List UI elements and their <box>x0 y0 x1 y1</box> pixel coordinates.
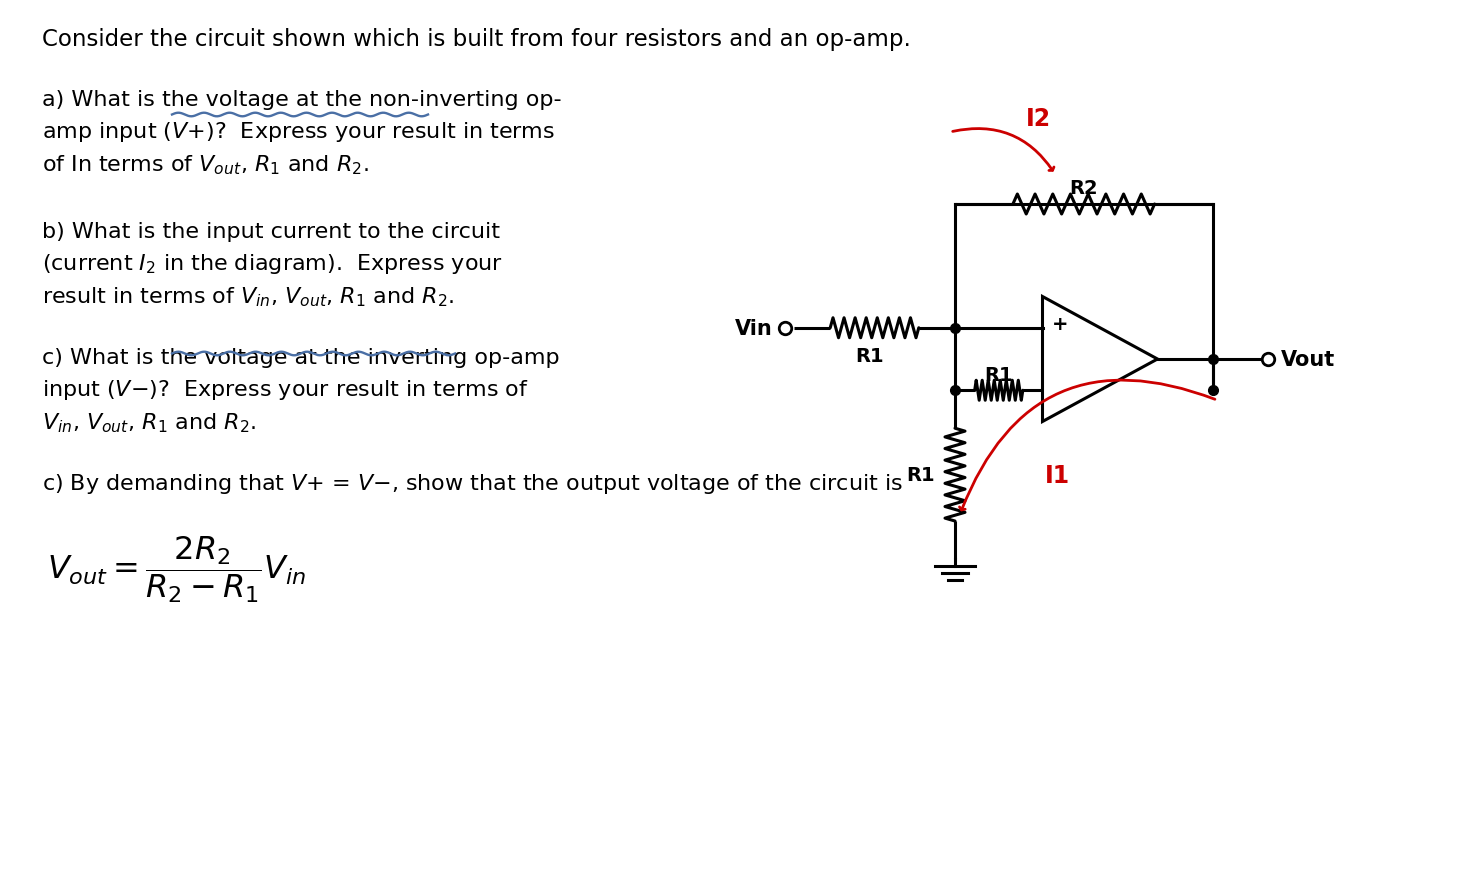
Text: I1: I1 <box>1045 464 1070 488</box>
Text: I2: I2 <box>1026 107 1051 131</box>
Text: a) What is the voltage at the non-inverting op-
amp input ($V$+)?  Express your : a) What is the voltage at the non-invert… <box>42 90 561 177</box>
Text: c) By demanding that $V$+ = $V$−, show that the output voltage of the circuit is: c) By demanding that $V$+ = $V$−, show t… <box>42 472 904 495</box>
Text: Vout: Vout <box>1281 349 1335 369</box>
Text: $V_{out} = \dfrac{2R_2}{R_2 - R_1}V_{in}$: $V_{out} = \dfrac{2R_2}{R_2 - R_1}V_{in}… <box>47 534 307 604</box>
Text: +: + <box>1053 315 1069 334</box>
Text: R1: R1 <box>984 366 1013 385</box>
Text: Consider the circuit shown which is built from four resistors and an op-amp.: Consider the circuit shown which is buil… <box>42 28 911 51</box>
Text: R1: R1 <box>906 466 936 485</box>
Text: c) What is the voltage at the inverting op-amp
input ($V$−)?  Express your resul: c) What is the voltage at the inverting … <box>42 348 560 434</box>
Text: Vin: Vin <box>735 318 773 338</box>
Text: R1: R1 <box>855 347 885 365</box>
Text: b) What is the input current to the circuit
(current $I_2$ in the diagram).  Exp: b) What is the input current to the circ… <box>42 222 503 309</box>
Text: R2: R2 <box>1069 179 1098 198</box>
